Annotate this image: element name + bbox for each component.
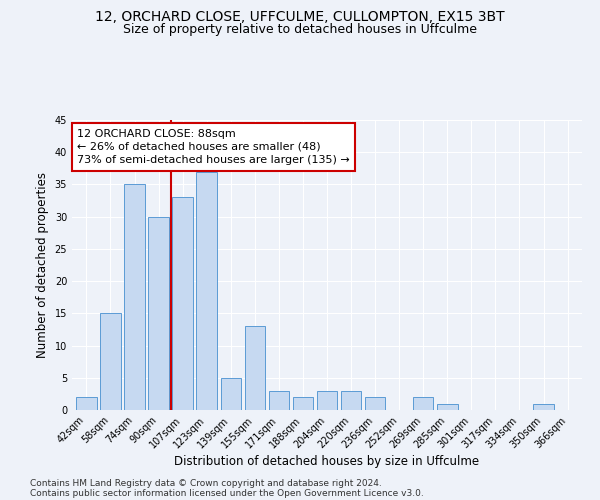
Text: Contains public sector information licensed under the Open Government Licence v3: Contains public sector information licen… xyxy=(30,488,424,498)
Bar xyxy=(533,404,554,410)
Text: Size of property relative to detached houses in Uffculme: Size of property relative to detached ho… xyxy=(123,22,477,36)
Bar xyxy=(221,378,241,410)
Bar xyxy=(172,198,193,410)
Bar xyxy=(148,216,169,410)
X-axis label: Distribution of detached houses by size in Uffculme: Distribution of detached houses by size … xyxy=(175,456,479,468)
Bar xyxy=(437,404,458,410)
Bar xyxy=(293,397,313,410)
Y-axis label: Number of detached properties: Number of detached properties xyxy=(36,172,49,358)
Bar xyxy=(341,390,361,410)
Bar xyxy=(196,172,217,410)
Bar xyxy=(269,390,289,410)
Bar xyxy=(76,397,97,410)
Bar xyxy=(413,397,433,410)
Bar xyxy=(317,390,337,410)
Text: 12, ORCHARD CLOSE, UFFCULME, CULLOMPTON, EX15 3BT: 12, ORCHARD CLOSE, UFFCULME, CULLOMPTON,… xyxy=(95,10,505,24)
Bar xyxy=(245,326,265,410)
Bar xyxy=(100,314,121,410)
Text: Contains HM Land Registry data © Crown copyright and database right 2024.: Contains HM Land Registry data © Crown c… xyxy=(30,478,382,488)
Text: 12 ORCHARD CLOSE: 88sqm
← 26% of detached houses are smaller (48)
73% of semi-de: 12 ORCHARD CLOSE: 88sqm ← 26% of detache… xyxy=(77,128,350,165)
Bar xyxy=(365,397,385,410)
Bar xyxy=(124,184,145,410)
